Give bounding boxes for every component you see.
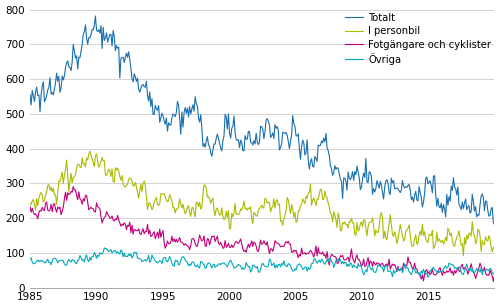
Övriga [102, 246, 107, 250]
Totalt [27, 93, 33, 96]
Fotgängare och cyklister [184, 243, 190, 247]
I personbil [236, 213, 242, 217]
Line: Övriga: Övriga [30, 248, 494, 277]
I personbil [258, 205, 264, 209]
Övriga [410, 266, 416, 270]
Övriga [184, 260, 190, 263]
Totalt [492, 223, 498, 226]
Övriga [492, 270, 498, 274]
Line: I personbil: I personbil [30, 151, 494, 256]
I personbil [184, 210, 190, 213]
Fotgängare och cyklister [472, 277, 478, 280]
Legend: Totalt, I personbil, Fotgängare och cyklister, Övriga: Totalt, I personbil, Fotgängare och cykl… [344, 10, 494, 67]
I personbil [87, 149, 93, 153]
Övriga [474, 266, 480, 270]
Fotgängare och cyklister [236, 242, 242, 245]
Line: Totalt: Totalt [30, 16, 494, 225]
Fotgängare och cyklister [490, 280, 496, 283]
I personbil [474, 240, 480, 244]
Totalt [472, 205, 478, 209]
Fotgängare och cyklister [42, 201, 48, 205]
I personbil [460, 254, 466, 257]
I personbil [27, 201, 33, 205]
Övriga [27, 257, 33, 261]
Fotgängare och cyklister [410, 266, 416, 270]
Övriga [425, 275, 431, 279]
Totalt [42, 98, 48, 101]
Fotgängare och cyklister [70, 185, 76, 188]
Totalt [92, 14, 98, 18]
Övriga [42, 261, 48, 265]
I personbil [492, 247, 498, 250]
I personbil [42, 193, 48, 197]
Övriga [258, 268, 264, 271]
Totalt [410, 200, 416, 204]
Totalt [184, 111, 190, 115]
I personbil [410, 243, 416, 246]
Totalt [258, 124, 264, 128]
Totalt [236, 138, 242, 141]
Fotgängare och cyklister [492, 274, 498, 278]
Övriga [236, 262, 242, 266]
Fotgängare och cyklister [27, 205, 33, 208]
Fotgängare och cyklister [258, 238, 264, 242]
Line: Fotgängare och cyklister: Fotgängare och cyklister [30, 187, 494, 282]
